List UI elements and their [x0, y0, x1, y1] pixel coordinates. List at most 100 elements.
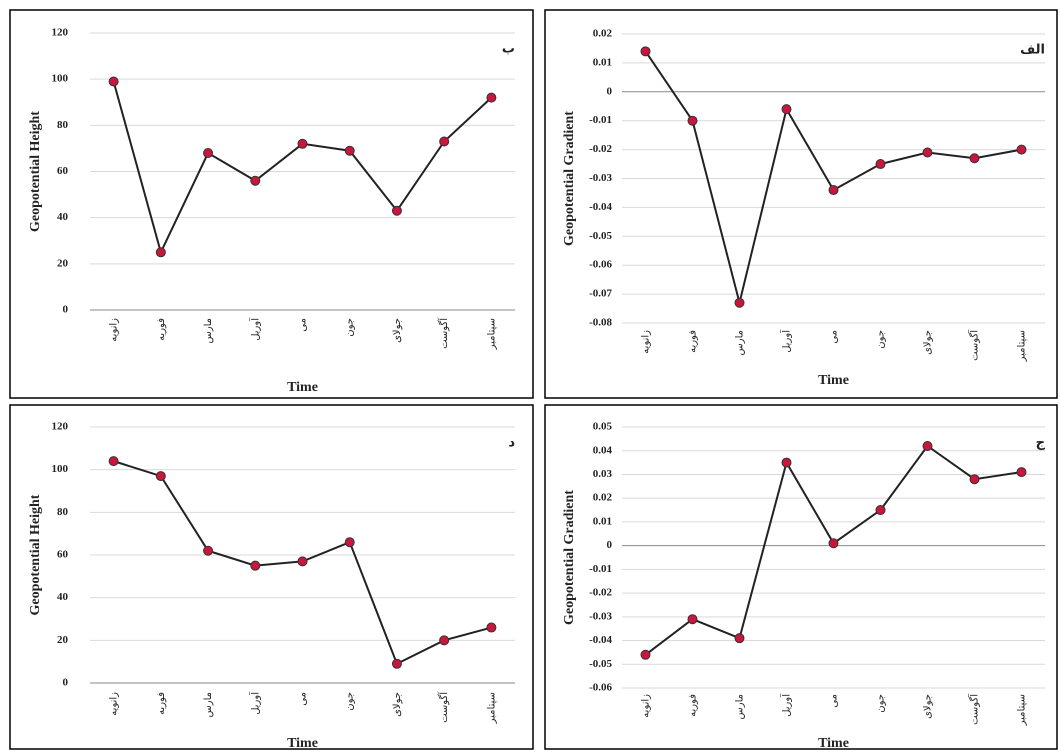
data-point	[734, 297, 745, 308]
y-tick-label: -0.03	[589, 172, 612, 184]
x-tick-label: می	[298, 318, 309, 332]
x-tick-label: می	[829, 694, 840, 708]
y-tick-label: 0	[607, 85, 613, 97]
data-point	[155, 471, 166, 482]
data-point	[687, 115, 698, 126]
panel-frame	[544, 404, 1058, 750]
panel-label: د	[508, 436, 515, 451]
panel-frame	[9, 404, 534, 750]
data-point	[391, 205, 402, 216]
y-tick-label: 80	[57, 119, 69, 131]
data-point	[155, 247, 166, 258]
data-point	[828, 185, 839, 196]
x-tick-label: می	[829, 330, 840, 344]
y-tick-label: -0.02	[589, 587, 612, 599]
data-point	[640, 46, 651, 57]
y-tick-label: 0	[63, 304, 69, 316]
y-tick-label: 0.03	[593, 468, 613, 480]
x-tick-label: فوریه	[688, 330, 699, 353]
y-tick-label: 0.05	[593, 421, 613, 433]
data-point	[297, 556, 308, 567]
y-tick-label: 80	[57, 506, 69, 518]
y-tick-label: -0.01	[589, 563, 612, 575]
x-tick-label: مارس	[735, 694, 746, 719]
x-tick-label: سپتامبر	[486, 692, 497, 724]
x-tick-label: سپتامبر	[1017, 694, 1028, 726]
x-tick-label: مارس	[735, 330, 746, 355]
data-point	[781, 457, 792, 468]
data-point	[391, 658, 402, 669]
data-point	[687, 614, 698, 625]
y-tick-label: 20	[57, 257, 69, 269]
y-tick-label: -0.06	[589, 682, 612, 694]
data-point	[922, 440, 933, 451]
y-tick-label: -0.05	[589, 658, 612, 670]
y-tick-label: 0.02	[593, 28, 613, 40]
y-tick-label: 60	[57, 165, 69, 177]
data-point	[922, 147, 933, 158]
data-point	[439, 136, 450, 147]
panel-label: الف	[1020, 43, 1045, 58]
data-point	[203, 148, 214, 159]
data-point	[781, 104, 792, 115]
y-tick-label: -0.01	[589, 114, 612, 126]
y-tick-label: -0.04	[589, 201, 612, 213]
data-point	[486, 92, 497, 103]
data-point	[640, 649, 651, 660]
x-tick-label: آگوست	[968, 693, 981, 725]
x-tick-label: زانویه	[641, 330, 652, 354]
data-point	[969, 153, 980, 164]
x-tick-label: آگوست	[968, 329, 981, 361]
x-tick-label: جولای	[923, 694, 934, 719]
x-axis-title: Time	[818, 736, 849, 751]
y-tick-label: 120	[52, 27, 69, 39]
x-tick-label: آوریل	[248, 691, 261, 715]
data-point	[344, 537, 355, 548]
data-point	[250, 175, 261, 186]
y-tick-label: 20	[57, 634, 69, 646]
x-tick-label: جولای	[392, 692, 403, 717]
x-tick-label: فوریه	[156, 692, 167, 715]
y-tick-label: 0	[607, 539, 613, 551]
data-point	[486, 622, 497, 633]
y-tick-label: -0.03	[589, 610, 612, 622]
y-tick-label: 0.02	[593, 492, 613, 504]
series-line	[644, 444, 1022, 656]
x-tick-label: سپتامبر	[1017, 330, 1028, 362]
panel-label: ج	[1036, 436, 1046, 451]
y-tick-label: -0.05	[589, 230, 612, 242]
x-tick-label: آگوست	[437, 691, 450, 723]
data-point	[828, 538, 839, 549]
x-tick-label: آوریل	[780, 693, 793, 717]
y-tick-label: 0.04	[593, 444, 613, 456]
y-axis-title: Geopotential Gradient	[562, 111, 577, 246]
y-tick-label: 100	[52, 463, 69, 475]
x-tick-label: جولای	[392, 318, 403, 343]
x-tick-label: جون	[876, 694, 887, 713]
y-tick-label: 0.01	[593, 515, 612, 527]
data-point	[203, 545, 214, 556]
panel-frame	[9, 9, 534, 399]
panel-frame	[544, 9, 1058, 399]
series-line	[112, 81, 493, 256]
y-tick-label: -0.08	[589, 317, 612, 329]
x-tick-label: جون	[345, 692, 356, 711]
data-point	[250, 560, 261, 571]
y-axis-title: Geopotential Gradient	[562, 490, 577, 625]
y-tick-label: -0.02	[589, 143, 612, 155]
x-tick-label: می	[298, 692, 309, 706]
data-point	[1016, 467, 1027, 478]
x-axis-title: Time	[818, 373, 849, 388]
y-axis-title: Geopotential Height	[28, 111, 43, 232]
y-tick-label: 120	[52, 421, 69, 433]
x-tick-label: فوریه	[688, 694, 699, 717]
x-tick-label: جون	[345, 318, 356, 337]
panel-label: ب	[502, 42, 515, 57]
y-tick-label: -0.04	[589, 634, 612, 646]
x-axis-title: Time	[287, 736, 318, 751]
y-tick-label: 40	[57, 591, 69, 603]
y-tick-label: -0.06	[589, 259, 612, 271]
data-point	[875, 505, 886, 516]
x-tick-label: سپتامبر	[486, 318, 497, 350]
